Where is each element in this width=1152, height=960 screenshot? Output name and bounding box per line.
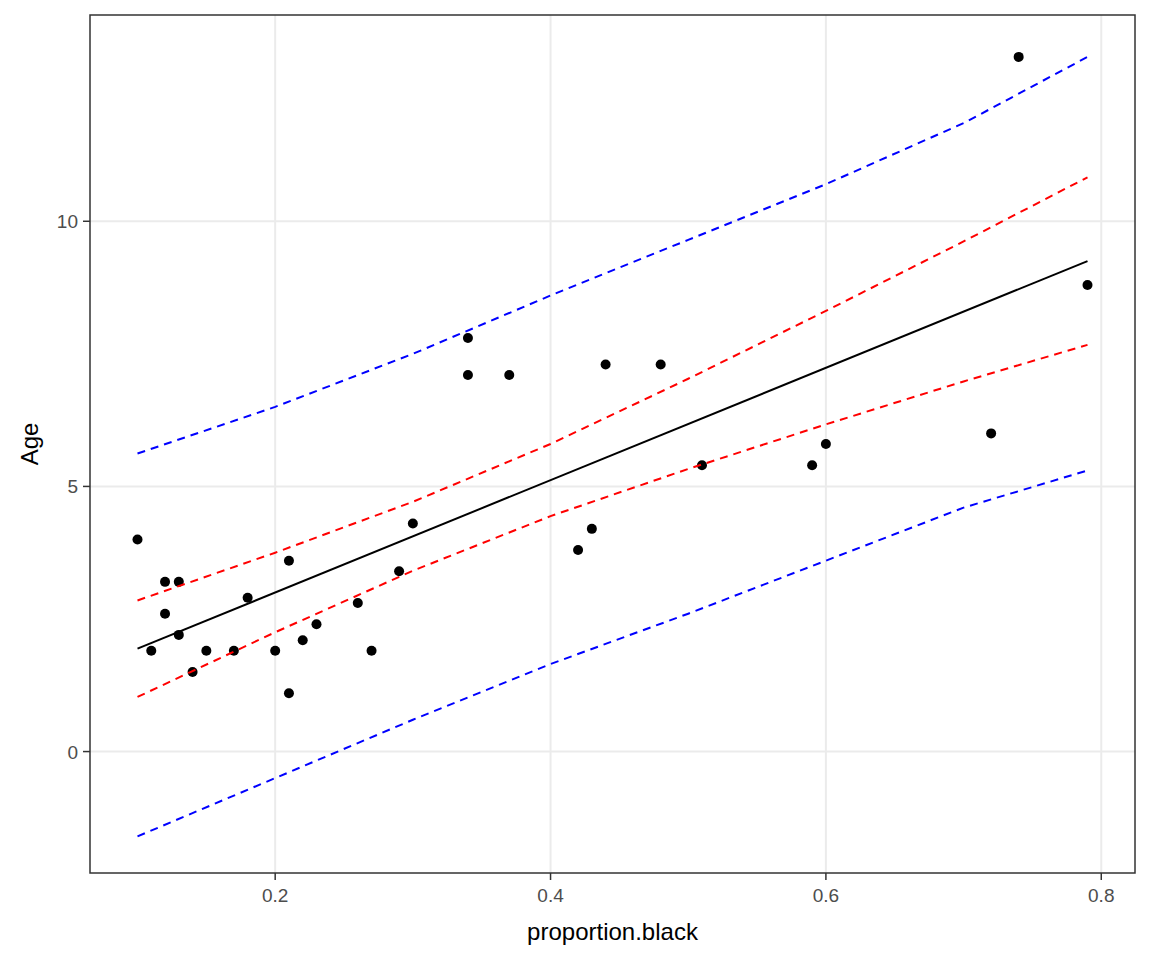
point — [821, 439, 831, 449]
point — [367, 646, 377, 656]
point — [353, 598, 363, 608]
band-line — [138, 345, 1088, 697]
data-layer — [133, 52, 1093, 837]
tick-x — [825, 873, 827, 880]
panel-border — [90, 15, 1135, 873]
point — [146, 646, 156, 656]
point — [601, 359, 611, 369]
tick-y — [83, 751, 90, 753]
point — [408, 519, 418, 529]
point — [270, 646, 280, 656]
y-axis-title: Age — [16, 423, 43, 466]
point — [284, 556, 294, 566]
tick-label-y: 0 — [67, 742, 78, 763]
point — [463, 370, 473, 380]
x-axis-title: proportion.black — [527, 918, 699, 945]
grid-line-y — [90, 220, 1135, 222]
grid-line-y — [90, 485, 1135, 487]
tick-label-x: 0.4 — [537, 885, 564, 906]
point — [394, 566, 404, 576]
point — [1014, 52, 1024, 62]
tick-label-y: 10 — [57, 211, 78, 232]
grid-line-x — [1100, 15, 1102, 873]
point — [133, 534, 143, 544]
tick-label-y: 5 — [67, 476, 78, 497]
tick-x — [550, 873, 552, 880]
band-line — [138, 177, 1088, 600]
point — [284, 688, 294, 698]
grid-line-x — [274, 15, 276, 873]
plot-background — [90, 15, 1135, 873]
tick-x — [274, 873, 276, 880]
tick-y — [83, 221, 90, 223]
point — [807, 460, 817, 470]
chart: 0.2 0.4 0.6 0.8 0 5 10 proportion.black Age — [0, 0, 1152, 960]
tick-x — [1101, 873, 1103, 880]
grid-line-y — [90, 751, 1135, 753]
fit-line — [138, 261, 1088, 649]
point — [656, 359, 666, 369]
tick-y — [83, 486, 90, 488]
point — [1083, 280, 1093, 290]
tick-label-x: 0.8 — [1088, 885, 1114, 906]
point — [160, 609, 170, 619]
band-line — [138, 57, 1088, 454]
tick-label-x: 0.2 — [262, 885, 288, 906]
point — [504, 370, 514, 380]
point — [201, 646, 211, 656]
point — [986, 428, 996, 438]
point — [587, 524, 597, 534]
point — [160, 577, 170, 587]
point — [298, 635, 308, 645]
band-line — [138, 471, 1088, 837]
point — [573, 545, 583, 555]
point — [311, 619, 321, 629]
point — [463, 333, 473, 343]
tick-label-x: 0.6 — [813, 885, 839, 906]
